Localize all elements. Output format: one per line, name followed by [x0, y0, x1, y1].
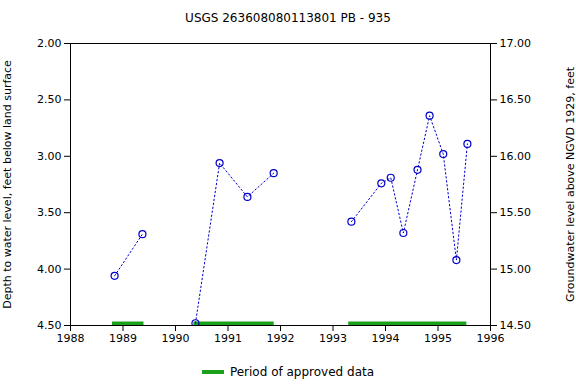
svg-text:1994: 1994 [372, 332, 400, 345]
svg-text:3.50: 3.50 [37, 206, 62, 219]
svg-text:Depth to water level, feet bel: Depth to water level, feet below land su… [1, 60, 14, 309]
svg-text:1991: 1991 [214, 332, 242, 345]
svg-text:15.50: 15.50 [500, 206, 532, 219]
svg-text:1989: 1989 [109, 332, 137, 345]
svg-text:17.00: 17.00 [500, 37, 532, 50]
svg-text:1988: 1988 [57, 332, 85, 345]
svg-text:2.50: 2.50 [37, 93, 62, 106]
svg-text:1993: 1993 [319, 332, 347, 345]
svg-text:4.00: 4.00 [37, 263, 62, 276]
html-text:USGS 263608080113801 PB - 935: USGS 263608080113801 PB - 935 [185, 11, 391, 25]
svg-text:Groundwater level above NGVD 1: Groundwater level above NGVD 1929, feet [564, 66, 576, 302]
svg-text:16.00: 16.00 [500, 150, 532, 163]
svg-text:1992: 1992 [267, 332, 295, 345]
svg-text:2.00: 2.00 [37, 37, 62, 50]
svg-text:1990: 1990 [162, 332, 190, 345]
html-text:Period of approved data: Period of approved data [229, 365, 375, 379]
svg-text:1995: 1995 [424, 332, 452, 345]
svg-text:15.00: 15.00 [500, 263, 532, 276]
svg-text:4.50: 4.50 [37, 319, 62, 332]
svg-text:1996: 1996 [477, 332, 505, 345]
svg-text:16.50: 16.50 [500, 93, 532, 106]
svg-text:14.50: 14.50 [500, 319, 532, 332]
svg-text:3.00: 3.00 [37, 150, 62, 163]
